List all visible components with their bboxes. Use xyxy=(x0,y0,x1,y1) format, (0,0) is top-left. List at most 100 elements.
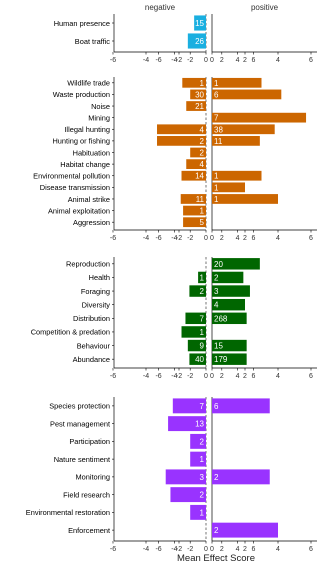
bar-count-label: 40 xyxy=(195,355,204,364)
category-label-field-research: Field research xyxy=(63,490,110,499)
x-tick-label: -6 xyxy=(110,373,116,380)
x-tick-label: -2 xyxy=(187,57,193,64)
x-tick-label: 0 xyxy=(210,57,214,64)
x-tick-label: -2 xyxy=(187,373,193,380)
bar-count-label: 6 xyxy=(214,402,219,411)
bar-negative-nature-sentiment xyxy=(190,451,206,467)
x-axis-title: Mean Effect Score xyxy=(177,553,255,564)
bar-count-label: 179 xyxy=(214,355,228,364)
x-tick-label: 2 xyxy=(243,235,247,242)
bar-count-label: 13 xyxy=(195,420,204,429)
bar-count-label: 11 xyxy=(196,195,205,204)
bar-negative-illegal-hunting xyxy=(157,124,206,135)
x-tick-label: -6 xyxy=(110,546,116,553)
bar-count-label: 2 xyxy=(200,149,205,158)
category-label-participation: Participation xyxy=(69,437,110,446)
category-label-waste-production: Waste production xyxy=(53,90,110,99)
x-tick-label: 2 xyxy=(220,57,224,64)
bar-count-label: 5 xyxy=(200,218,205,227)
bar-positive-species-protection xyxy=(212,398,270,414)
bar-negative-aggression xyxy=(183,217,206,228)
x-tick-label: 4 xyxy=(236,546,240,553)
bar-count-label: 11 xyxy=(214,137,223,146)
category-label-environmental-restoration: Environmental restoration xyxy=(26,508,110,517)
x-tick-label: -4 xyxy=(143,235,149,242)
bar-count-label: 1 xyxy=(200,79,205,88)
category-label-behaviour: Behaviour xyxy=(77,341,111,350)
bar-positive-environmental-pollution xyxy=(212,170,262,181)
x-tick-label: -4 xyxy=(143,57,149,64)
bar-count-label: 2 xyxy=(214,473,219,482)
x-tick-label: 2 xyxy=(220,546,224,553)
x-tick-label: 2 xyxy=(220,373,224,380)
x-tick-label: 4 xyxy=(236,235,240,242)
bar-count-label: 14 xyxy=(195,172,204,181)
bar-negative-field-research xyxy=(170,487,206,503)
category-label-noise: Noise xyxy=(91,102,110,111)
x-tick-label: -6 xyxy=(155,235,161,242)
bar-count-label: 1 xyxy=(200,328,205,337)
bar-positive-diversity xyxy=(212,298,245,311)
category-label-distribution: Distribution xyxy=(73,314,110,323)
x-tick-label: -2 xyxy=(176,546,182,553)
bar-positive-mining xyxy=(212,112,307,123)
category-label-boat-traffic: Boat traffic xyxy=(75,37,110,46)
bar-negative-monitoring xyxy=(165,469,206,485)
x-tick-label: 2 xyxy=(243,373,247,380)
x-tick-label: 0 xyxy=(210,235,214,242)
bar-negative-abundance xyxy=(189,353,206,365)
x-tick-label: -6 xyxy=(155,373,161,380)
bar-negative-boat-traffic xyxy=(187,33,206,49)
bar-count-label: 1 xyxy=(200,508,205,517)
category-label-animal-strike: Animal strike xyxy=(68,195,110,204)
bar-positive-abundance xyxy=(212,353,247,365)
x-tick-label: 0 xyxy=(204,373,208,380)
x-tick-label: -6 xyxy=(155,57,161,64)
x-tick-label: 4 xyxy=(276,373,280,380)
bar-count-label: 7 xyxy=(200,314,205,323)
x-tick-label: -2 xyxy=(187,235,193,242)
x-tick-label: -4 xyxy=(171,235,177,242)
bar-positive-foraging xyxy=(212,285,250,297)
bar-count-label: 4 xyxy=(200,125,205,134)
facet-header-positive: positive xyxy=(251,3,279,12)
category-label-reproduction: Reproduction xyxy=(66,260,110,269)
x-tick-label: 0 xyxy=(204,546,208,553)
bar-count-label: 2 xyxy=(200,137,205,146)
x-tick-label: 4 xyxy=(236,57,240,64)
bar-positive-reproduction xyxy=(212,258,260,270)
x-tick-label: -2 xyxy=(176,235,182,242)
bar-negative-species-protection xyxy=(172,398,206,414)
bar-negative-waste-production xyxy=(190,89,206,100)
bar-count-label: 4 xyxy=(214,301,219,310)
bar-negative-participation xyxy=(190,433,206,449)
bar-count-label: 15 xyxy=(214,342,223,351)
bar-negative-human-presence xyxy=(194,15,206,31)
category-label-habituation: Habituation xyxy=(73,148,110,157)
bar-negative-health xyxy=(198,271,206,284)
bar-count-label: 1 xyxy=(200,207,205,216)
bar-count-label: 3 xyxy=(200,473,205,482)
x-tick-label: 6 xyxy=(251,235,255,242)
bar-count-label: 2 xyxy=(200,287,205,296)
bar-count-label: 7 xyxy=(214,114,219,123)
category-label-monitoring: Monitoring xyxy=(75,473,110,482)
bar-negative-behaviour xyxy=(187,339,206,352)
category-label-abundance: Abundance xyxy=(73,355,110,364)
bar-count-label: 268 xyxy=(214,314,228,323)
bar-negative-foraging xyxy=(189,285,206,297)
category-label-aggression: Aggression xyxy=(73,218,110,227)
x-tick-label: 2 xyxy=(243,546,247,553)
bar-negative-habituation xyxy=(190,147,206,158)
bar-count-label: 1 xyxy=(214,79,219,88)
x-tick-label: 2 xyxy=(243,57,247,64)
category-label-human-presence: Human presence xyxy=(54,19,110,28)
category-label-competition-predation: Competition & predation xyxy=(31,328,110,337)
bar-negative-pest-management xyxy=(168,416,206,432)
category-label-species-protection: Species protection xyxy=(49,402,110,411)
x-tick-label: -4 xyxy=(171,546,177,553)
bar-negative-animal-exploitation xyxy=(183,205,206,216)
x-tick-label: 6 xyxy=(309,373,313,380)
x-tick-label: -6 xyxy=(155,546,161,553)
